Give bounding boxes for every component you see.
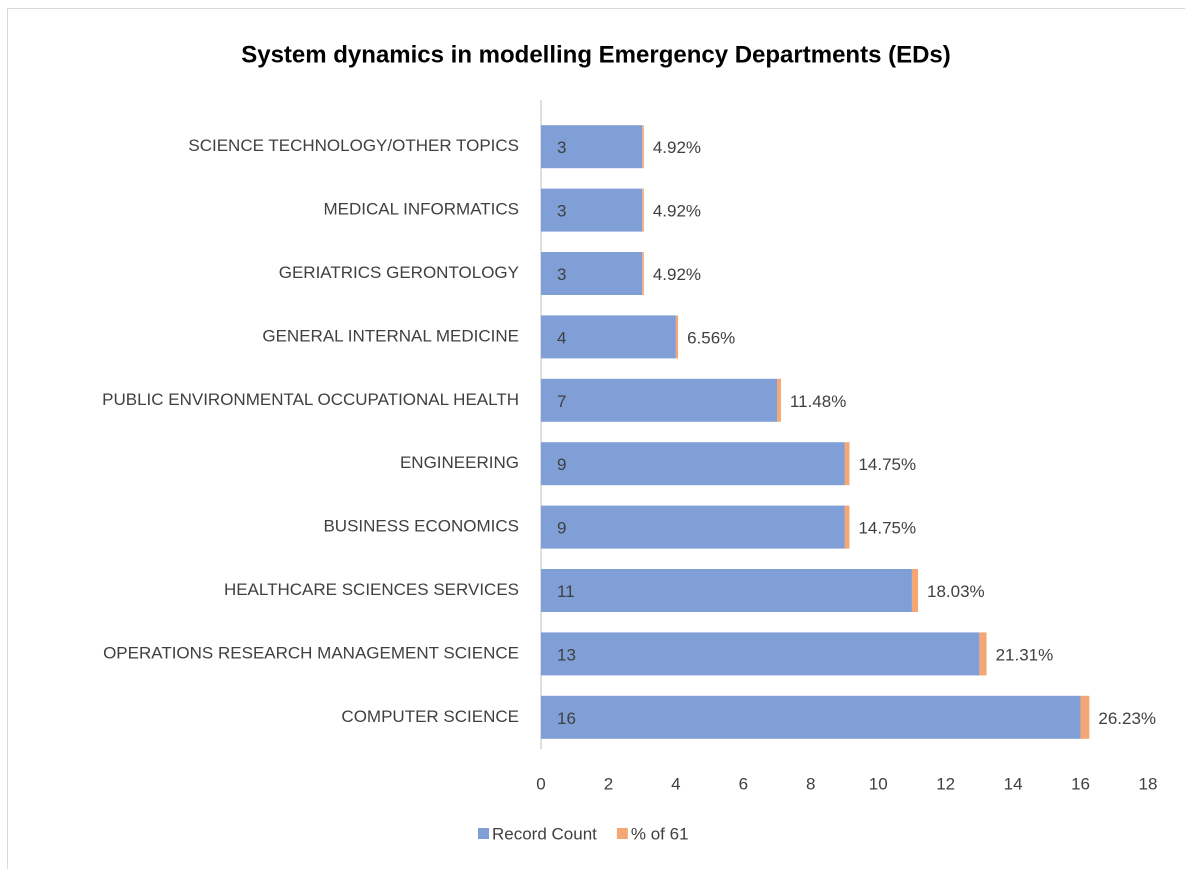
- x-tick-label: 4: [671, 774, 680, 793]
- bar-segment: [642, 189, 644, 232]
- x-tick-label: 2: [604, 774, 613, 793]
- bar-segment: [676, 315, 678, 358]
- bar-segment: [979, 632, 986, 675]
- x-tick-label: 14: [1004, 774, 1023, 793]
- legend-label: % of 61: [631, 824, 689, 843]
- bar-segment: [845, 442, 850, 485]
- data-label: 21.31%: [996, 645, 1054, 664]
- x-tick-label: 8: [806, 774, 815, 793]
- bar-segment: [1081, 696, 1090, 739]
- data-label: 9: [557, 455, 566, 474]
- x-tick-label: 10: [869, 774, 888, 793]
- data-label: 14.75%: [858, 519, 916, 538]
- chart-title: System dynamics in modelling Emergency D…: [241, 41, 951, 68]
- data-label: 9: [557, 519, 566, 538]
- bar-segment: [541, 379, 777, 422]
- y-tick-label: OPERATIONS RESEARCH MANAGEMENT SCIENCE: [103, 643, 519, 662]
- data-label: 4.92%: [653, 202, 701, 221]
- y-tick-label: GERIATRICS GERONTOLOGY: [279, 263, 519, 282]
- data-label: 4: [557, 328, 566, 347]
- data-label: 26.23%: [1098, 709, 1156, 728]
- data-label: 4.92%: [653, 265, 701, 284]
- legend-label: Record Count: [492, 824, 597, 843]
- x-tick-label: 16: [1071, 774, 1090, 793]
- x-tick-label: 0: [536, 774, 545, 793]
- bar-segment: [845, 506, 850, 549]
- bar-segment: [541, 696, 1081, 739]
- data-label: 6.56%: [687, 328, 735, 347]
- legend-swatch: [617, 828, 628, 839]
- bar-segment: [912, 569, 918, 612]
- y-tick-label: HEALTHCARE SCIENCES SERVICES: [224, 580, 519, 599]
- y-tick-label: COMPUTER SCIENCE: [341, 707, 519, 726]
- data-label: 3: [557, 138, 566, 157]
- y-tick-label: BUSINESS ECONOMICS: [323, 517, 519, 536]
- y-tick-label: PUBLIC ENVIRONMENTAL OCCUPATIONAL HEALTH: [102, 390, 519, 409]
- bar-segment: [642, 125, 644, 168]
- data-label: 16: [557, 709, 576, 728]
- data-label: 18.03%: [927, 582, 985, 601]
- legend-swatch: [478, 828, 489, 839]
- data-label: 14.75%: [858, 455, 916, 474]
- bar-segment: [541, 506, 845, 549]
- data-label: 11.48%: [790, 392, 846, 411]
- bar-segment: [541, 569, 912, 612]
- y-tick-label: MEDICAL INFORMATICS: [323, 200, 519, 219]
- bar-segment: [777, 379, 781, 422]
- bar-segment: [541, 442, 845, 485]
- bar-segment: [642, 252, 644, 295]
- y-tick-label: GENERAL INTERNAL MEDICINE: [262, 326, 519, 345]
- x-tick-label: 12: [936, 774, 955, 793]
- data-label: 4.92%: [653, 138, 701, 157]
- data-label: 7: [557, 392, 566, 411]
- data-label: 3: [557, 202, 566, 221]
- bar-segment: [541, 632, 979, 675]
- data-label: 13: [557, 645, 576, 664]
- y-tick-label: ENGINEERING: [400, 453, 519, 472]
- data-label: 3: [557, 265, 566, 284]
- x-tick-label: 18: [1139, 774, 1158, 793]
- x-tick-label: 6: [739, 774, 748, 793]
- data-label: 11: [557, 582, 575, 601]
- y-tick-label: SCIENCE TECHNOLOGY/OTHER TOPICS: [188, 136, 519, 155]
